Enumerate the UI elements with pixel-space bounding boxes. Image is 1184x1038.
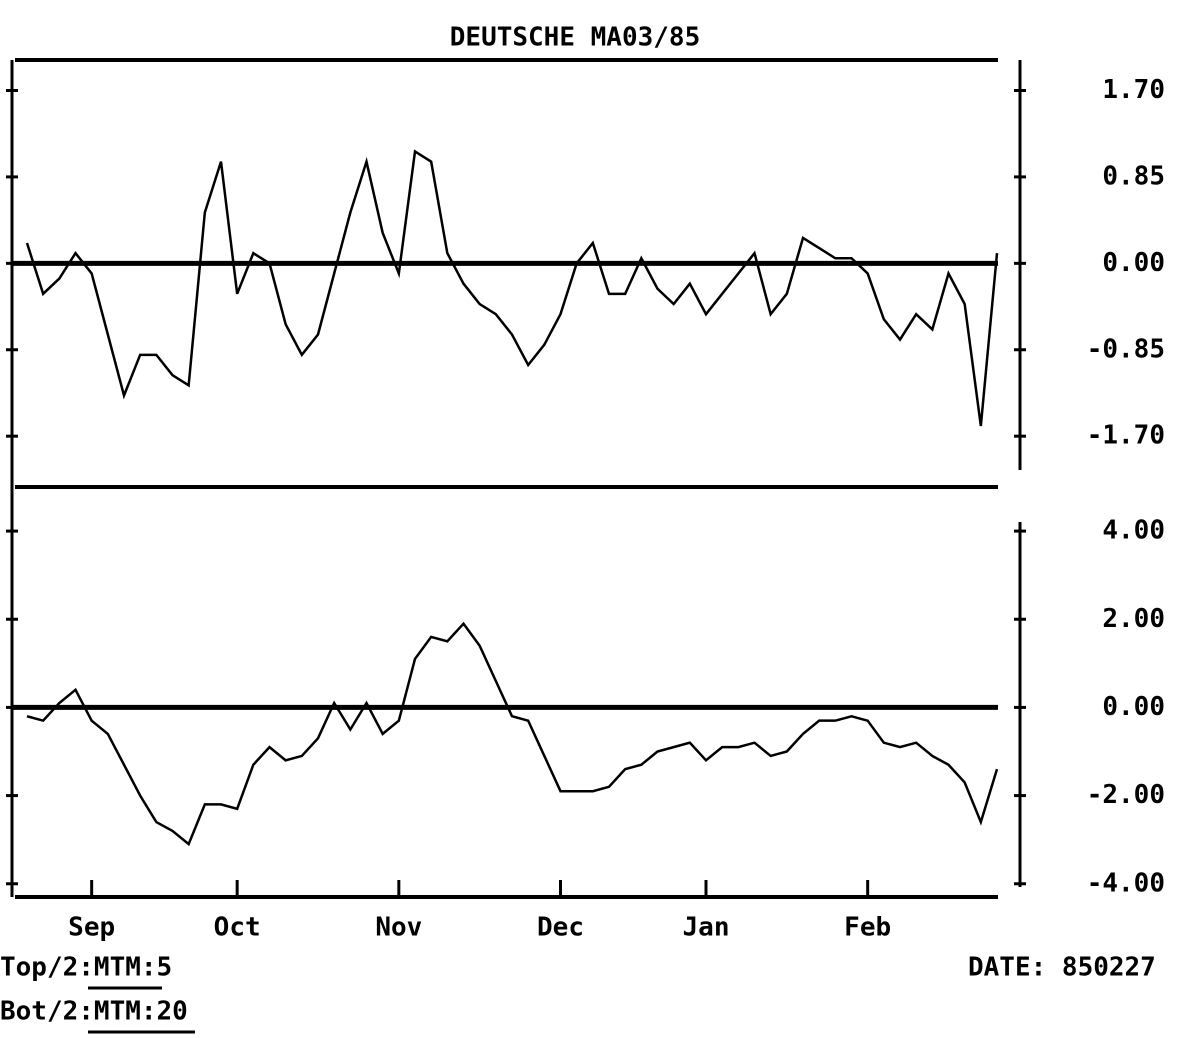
x-tick-label: Jan (683, 913, 730, 943)
top-study-label: Top/2:MTM:5 (0, 953, 172, 983)
y-tick-label: 0.85 (1102, 161, 1165, 191)
line-series (26, 621, 999, 847)
y-tick-label: 1.70 (1102, 75, 1165, 105)
y-tick-label: 0.00 (1102, 692, 1165, 722)
bottom-study-label: Bot/2:MTM:20 (0, 997, 188, 1027)
y-tick-label: -2.00 (1087, 780, 1165, 810)
y-tick-label: 4.00 (1102, 516, 1165, 546)
x-tick-label: Dec (537, 913, 584, 943)
y-tick-label: 2.00 (1102, 604, 1165, 634)
chart-title: DEUTSCHE MA03/85 (450, 23, 700, 53)
x-tick-label: Nov (375, 913, 422, 943)
x-tick-label: Oct (214, 913, 261, 943)
line-series (25, 149, 999, 427)
date-label: DATE: 850227 (968, 953, 1156, 983)
x-tick-label: Sep (68, 913, 115, 943)
y-tick-label: -0.85 (1087, 334, 1165, 364)
y-tick-label: -1.70 (1087, 421, 1165, 451)
x-tick-label: Feb (844, 913, 891, 943)
y-tick-label: 0.00 (1102, 248, 1165, 278)
y-tick-label: -4.00 (1087, 868, 1165, 898)
